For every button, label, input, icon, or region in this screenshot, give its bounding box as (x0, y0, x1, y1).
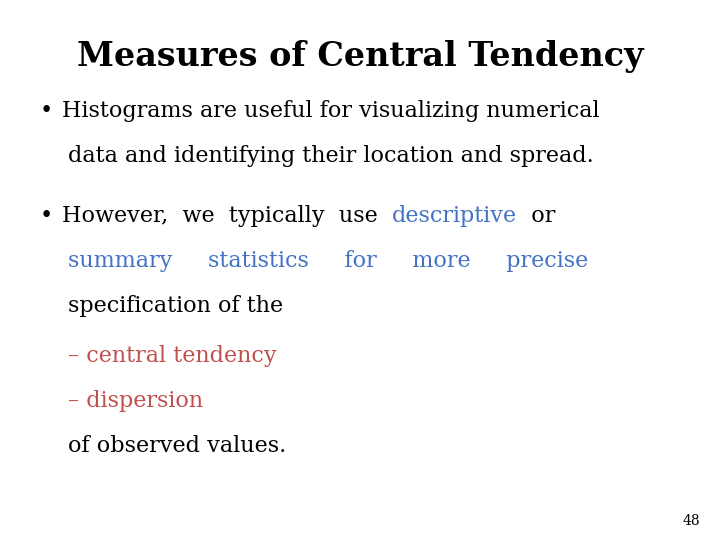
Text: However,  we  typically  use: However, we typically use (62, 205, 392, 227)
Text: of observed values.: of observed values. (68, 435, 287, 457)
Text: – central tendency: – central tendency (68, 345, 276, 367)
Text: 48: 48 (683, 514, 700, 528)
Text: •: • (40, 205, 53, 227)
Text: – dispersion: – dispersion (68, 390, 203, 412)
Text: specification of the: specification of the (68, 295, 283, 317)
Text: Measures of Central Tendency: Measures of Central Tendency (77, 40, 643, 73)
Text: descriptive: descriptive (392, 205, 517, 227)
Text: data and identifying their location and spread.: data and identifying their location and … (68, 145, 594, 167)
Text: Histograms are useful for visualizing numerical: Histograms are useful for visualizing nu… (62, 100, 600, 122)
Text: summary     statistics     for     more     precise: summary statistics for more precise (68, 250, 588, 272)
Text: •: • (40, 100, 53, 122)
Text: or: or (517, 205, 556, 227)
